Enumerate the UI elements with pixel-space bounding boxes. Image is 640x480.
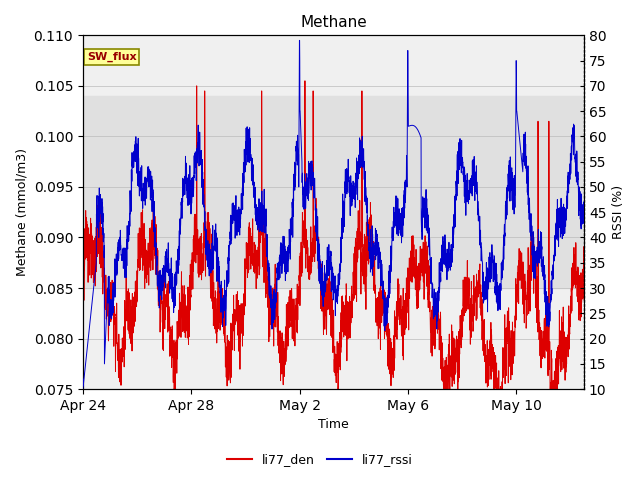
- Title: Methane: Methane: [300, 15, 367, 30]
- Y-axis label: Methane (mmol/m3): Methane (mmol/m3): [15, 148, 28, 276]
- Bar: [83, 96, 584, 288]
- Legend: li77_den, li77_rssi: li77_den, li77_rssi: [222, 448, 418, 471]
- Y-axis label: RSSI (%): RSSI (%): [612, 185, 625, 240]
- Text: SW_flux: SW_flux: [87, 52, 136, 62]
- X-axis label: Time: Time: [318, 419, 349, 432]
